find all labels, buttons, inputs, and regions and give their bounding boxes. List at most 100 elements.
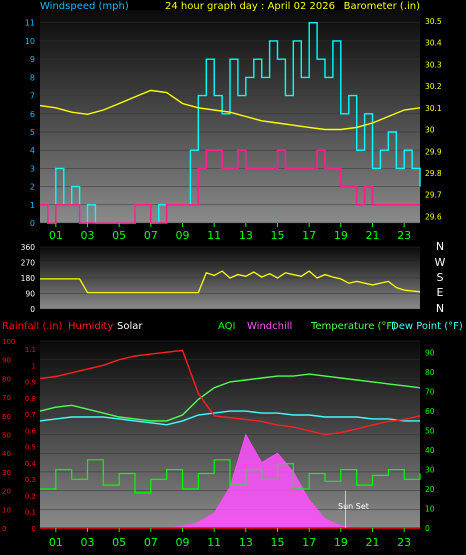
hour-tick-label: 07 xyxy=(144,229,158,242)
temp-tick-label: 70 xyxy=(425,388,435,397)
percent-tick-label: 50 xyxy=(2,432,11,440)
hour-tick-label: 15 xyxy=(271,536,285,549)
temp-tick-label: 30 xyxy=(425,466,435,475)
temp-tick-label: 90 xyxy=(425,349,435,358)
windspeed-tick-label: 7 xyxy=(30,92,35,101)
hour-tick-label: 03 xyxy=(81,536,95,549)
solar-label: Solar xyxy=(117,321,143,332)
temp-tick-label: 20 xyxy=(425,485,435,494)
rain-tick-label: 0.5 xyxy=(25,444,36,452)
hour-tick-label: 05 xyxy=(112,229,126,242)
hour-tick-label: 17 xyxy=(302,229,316,242)
direction-tick-label: 180 xyxy=(21,274,36,283)
windspeed-tick-label: 5 xyxy=(30,128,35,137)
hour-tick-label: 09 xyxy=(176,536,190,549)
sunset-annotation: Sun Set xyxy=(338,502,369,511)
graph-title: 24 hour graph day : April 02 2026 xyxy=(165,1,335,12)
hour-tick-label: 03 xyxy=(81,229,95,242)
direction-tick-label: 360 xyxy=(21,243,36,252)
percent-tick-label: 60 xyxy=(2,413,11,421)
rain-tick-label: 0.1 xyxy=(25,509,36,517)
barometer-tick-label: 30.2 xyxy=(425,82,442,91)
hour-tick-label: 19 xyxy=(334,229,348,242)
humidity-series xyxy=(39,349,421,436)
hour-tick-label: 13 xyxy=(239,536,253,549)
direction-tick-label: 0 xyxy=(30,305,35,314)
percent-tick-label: 30 xyxy=(2,469,11,477)
aqi-series xyxy=(40,459,421,494)
windspeed-tick-label: 0 xyxy=(30,219,35,228)
temperature-series xyxy=(39,373,421,422)
hour-tick-label: 21 xyxy=(366,536,380,549)
hour-tick-label: 13 xyxy=(239,229,253,242)
hour-tick-label: 21 xyxy=(366,229,380,242)
percent-tick-label: 100 xyxy=(2,338,15,346)
rain-tick-label: 0.4 xyxy=(25,460,37,468)
windchill-label: Windchill xyxy=(247,321,292,332)
barometer-tick-label: 30.1 xyxy=(425,104,442,113)
windspeed-tick-label: 8 xyxy=(30,73,35,82)
percent-tick-label: 20 xyxy=(2,488,11,496)
hour-tick-label: 19 xyxy=(334,536,348,549)
hour-tick-label: 07 xyxy=(144,536,158,549)
hour-tick-label: 11 xyxy=(207,229,221,242)
compass-label: N xyxy=(436,240,444,253)
windspeed-axis-label: Windspeed (mph) xyxy=(40,1,129,12)
barometer-tick-label: 30.3 xyxy=(425,60,442,69)
compass-label: S xyxy=(437,271,444,284)
barometer-axis-label: Barometer (.in) xyxy=(344,1,420,12)
percent-tick-label: 70 xyxy=(2,394,11,402)
windspeed-tick-label: 4 xyxy=(30,146,35,155)
windspeed-tick-label: 9 xyxy=(30,55,35,64)
humidity-label: Humidity xyxy=(68,321,113,332)
rain-tick-label: 0.7 xyxy=(25,411,36,419)
temperature-label: Temperature (°F) xyxy=(310,321,396,332)
direction-tick-label: 90 xyxy=(25,290,35,299)
hour-tick-label: 15 xyxy=(271,229,285,242)
aqi-label: AQI xyxy=(218,321,236,332)
hour-tick-label: 01 xyxy=(49,536,63,549)
hour-tick-label: 23 xyxy=(397,229,411,242)
rain-tick-label: 0.2 xyxy=(25,492,36,500)
windspeed-tick-label: 2 xyxy=(30,183,35,192)
temp-tick-label: 10 xyxy=(425,505,435,514)
percent-tick-label: 80 xyxy=(2,375,11,383)
compass-label: N xyxy=(436,302,444,315)
compass-label: E xyxy=(437,286,444,299)
gust-series xyxy=(40,149,420,224)
wind-plot-area xyxy=(40,10,420,223)
rainfall-label: Rainfall (.in) xyxy=(2,321,63,332)
barometer-tick-label: 29.7 xyxy=(425,191,442,200)
rain-tick-label: 0 xyxy=(32,525,36,533)
compass-label: W xyxy=(435,256,446,269)
temp-tick-label: 50 xyxy=(425,427,435,436)
percent-tick-label: 90 xyxy=(2,357,11,365)
barometer-tick-label: 30.4 xyxy=(425,39,442,48)
windspeed-tick-label: 6 xyxy=(30,110,35,119)
barometer-series xyxy=(39,89,421,131)
hour-tick-label: 09 xyxy=(176,229,190,242)
temp-tick-label: 0 xyxy=(425,524,430,533)
hour-tick-label: 23 xyxy=(397,536,411,549)
percent-tick-label: 40 xyxy=(2,450,11,458)
rain-tick-label: 0.3 xyxy=(25,476,36,484)
hour-tick-label: 11 xyxy=(207,536,221,549)
temp-tick-label: 80 xyxy=(425,368,435,377)
temp-tick-label: 60 xyxy=(425,407,435,416)
hour-tick-label: 17 xyxy=(302,536,316,549)
hour-tick-label: 05 xyxy=(112,536,126,549)
hour-tick-label: 01 xyxy=(49,229,63,242)
percent-tick-label: 0 xyxy=(2,525,6,533)
dewpoint-label: Dew Point (°F) xyxy=(391,321,463,332)
rain-tick-label: 0.8 xyxy=(25,395,36,403)
direction-tick-label: 270 xyxy=(21,259,36,268)
dewpoint-series xyxy=(39,410,420,426)
direction-series xyxy=(40,270,421,294)
barometer-tick-label: 30 xyxy=(425,126,435,135)
barometer-tick-label: 29.6 xyxy=(425,212,442,221)
windspeed-tick-label: 11 xyxy=(25,19,35,28)
windspeed-tick-label: 3 xyxy=(30,164,35,173)
windspeed-tick-label: 1 xyxy=(30,201,35,210)
windspeed-tick-label: 10 xyxy=(25,37,35,46)
